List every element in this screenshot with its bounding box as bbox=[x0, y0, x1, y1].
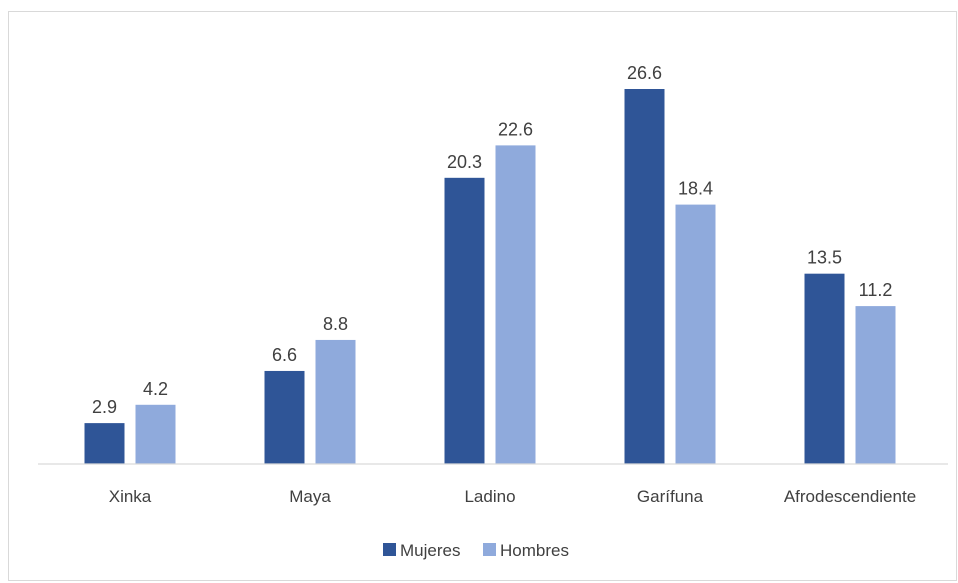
category-label-afrodescendiente: Afrodescendiente bbox=[784, 487, 916, 506]
category-label-xinka: Xinka bbox=[109, 487, 152, 506]
legend: Mujeres Hombres bbox=[383, 541, 569, 560]
bar-hombres-maya bbox=[315, 339, 356, 464]
legend-label-hombres: Hombres bbox=[500, 541, 569, 560]
bar-mujeres-xinka bbox=[84, 423, 125, 464]
bar-hombres-afrodescendiente bbox=[855, 306, 896, 464]
bar-hombres-garífuna bbox=[675, 204, 716, 464]
value-label-mujeres-xinka: 2.9 bbox=[92, 397, 117, 417]
value-labels-group: 2.9 4.2 6.6 8.8 20.3 22.6 26.6 18.4 13.5 11.2 bbox=[92, 63, 892, 417]
value-label-hombres-maya: 8.8 bbox=[323, 314, 348, 334]
legend-label-mujeres: Mujeres bbox=[400, 541, 460, 560]
value-label-hombres-afrodescendiente: 11.2 bbox=[859, 280, 893, 300]
value-label-mujeres-garífuna: 26.6 bbox=[627, 63, 662, 83]
bar-hombres-xinka bbox=[135, 404, 176, 464]
category-labels-group: Xinka Maya Ladino Garífuna Afrodescendiente bbox=[109, 487, 916, 506]
category-label-garífuna: Garífuna bbox=[637, 487, 704, 506]
value-label-mujeres-afrodescendiente: 13.5 bbox=[807, 248, 842, 268]
legend-swatch-mujeres bbox=[383, 543, 396, 556]
value-label-mujeres-ladino: 20.3 bbox=[447, 152, 482, 172]
bar-hombres-ladino bbox=[495, 145, 536, 464]
category-label-maya: Maya bbox=[289, 487, 331, 506]
value-label-hombres-xinka: 4.2 bbox=[143, 379, 168, 399]
category-label-ladino: Ladino bbox=[464, 487, 515, 506]
bar-mujeres-afrodescendiente bbox=[804, 273, 845, 464]
bar-mujeres-ladino bbox=[444, 177, 485, 464]
value-label-mujeres-maya: 6.6 bbox=[272, 345, 297, 365]
bar-mujeres-maya bbox=[264, 370, 305, 464]
value-label-hombres-ladino: 22.6 bbox=[498, 119, 533, 139]
value-label-hombres-garífuna: 18.4 bbox=[678, 179, 713, 199]
bars-group bbox=[84, 89, 896, 464]
legend-swatch-hombres bbox=[483, 543, 496, 556]
bar-mujeres-garífuna bbox=[624, 89, 665, 464]
